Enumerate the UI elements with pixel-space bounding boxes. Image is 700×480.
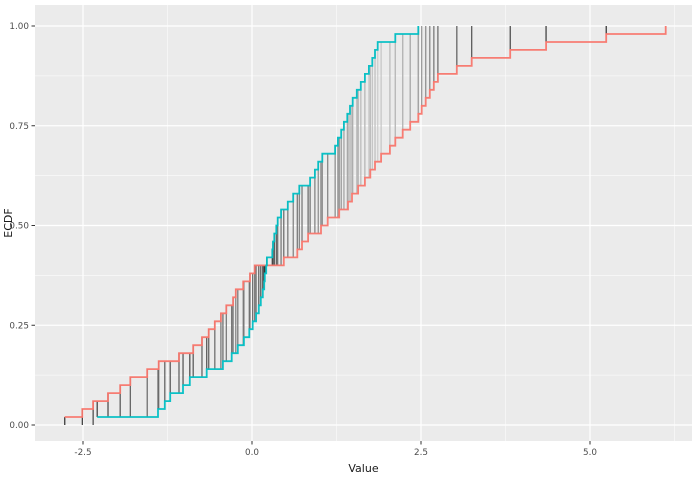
y-tick-label: 0.50 bbox=[9, 222, 29, 232]
y-tick-label: 0.75 bbox=[9, 122, 29, 132]
x-tick-label: 2.5 bbox=[414, 448, 428, 458]
ecdf-curves bbox=[64, 26, 667, 418]
difference-segments bbox=[64, 26, 607, 425]
panel-background bbox=[35, 5, 692, 441]
x-tick-label: 5.0 bbox=[583, 448, 597, 458]
y-axis-title: ECDF bbox=[2, 208, 15, 237]
x-tick-label: 0.0 bbox=[245, 448, 259, 458]
ecdf-line-cyan bbox=[97, 26, 420, 418]
y-tick-label: 1.00 bbox=[9, 22, 29, 32]
y-tick-label: 0.25 bbox=[9, 321, 29, 331]
axis-tick-labels: -2.5 0.0 2.5 5.0 0.00 0.25 0.50 0.75 1.00 bbox=[9, 22, 597, 458]
x-tick-label: -2.5 bbox=[74, 448, 91, 458]
gridlines bbox=[35, 5, 692, 441]
axis-tick-marks bbox=[31, 25, 591, 445]
plot-panel bbox=[35, 5, 692, 441]
y-tick-label: 0.00 bbox=[9, 421, 29, 431]
ecdf-line-red bbox=[64, 26, 667, 418]
x-axis-title: Value bbox=[348, 462, 378, 475]
